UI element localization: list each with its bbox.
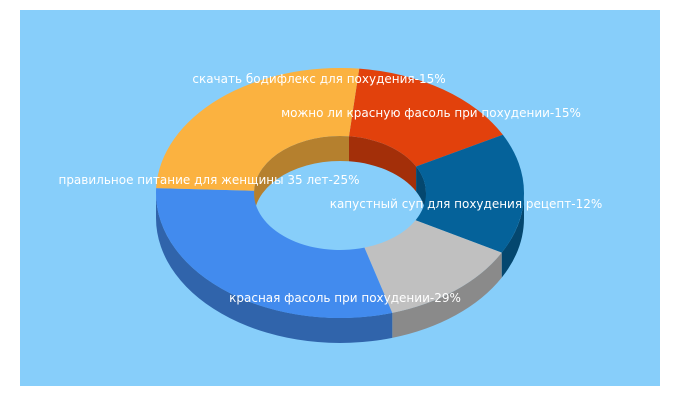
slice-tops xyxy=(156,67,524,319)
slice-0[interactable] xyxy=(348,68,503,167)
slice-label-1: можно ли красную фасоль при похудении-15… xyxy=(281,106,581,120)
slice-4[interactable] xyxy=(156,67,360,191)
slice-sides xyxy=(156,136,524,343)
slice-label-3: красная фасоль при похудении-29% xyxy=(229,291,461,305)
slice-outer-wall xyxy=(501,193,524,278)
slice-labels: скачать бодифлекс для похудения-15% можно… xyxy=(58,72,602,305)
slice-outer-wall xyxy=(392,252,502,338)
slice-inner-wall xyxy=(254,136,349,216)
slice-2[interactable] xyxy=(364,220,502,313)
slice-label-2: капустный суп для похудения рецепт-12% xyxy=(330,197,603,211)
slice-label-0: скачать бодифлекс для похудения-15% xyxy=(192,72,445,86)
slice-inner-wall xyxy=(416,166,426,218)
slice-outer-wall xyxy=(156,193,393,343)
slice-3[interactable] xyxy=(156,188,393,319)
slice-label-4: правильное питание для женщины 35 лет-25… xyxy=(58,173,359,187)
slice-inner-wall xyxy=(348,136,417,192)
donut-chart: скачать бодифлекс для похудения-15% можно… xyxy=(58,67,602,343)
chart-panel: скачать бодифлекс для похудения-15% можно… xyxy=(20,10,660,386)
slice-1[interactable] xyxy=(415,134,524,253)
